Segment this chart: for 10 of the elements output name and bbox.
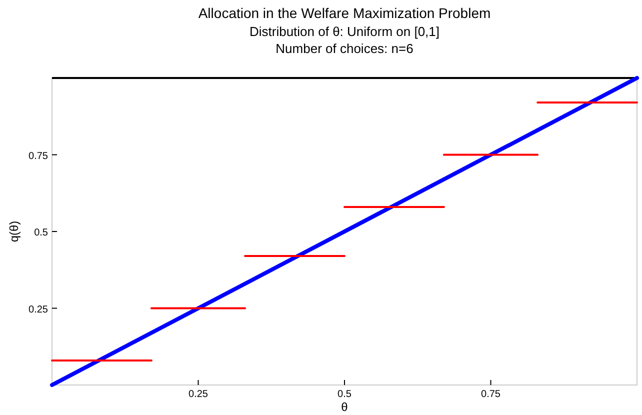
x-tick-label: 0.25 xyxy=(188,389,208,400)
y-tick-label: 0.75 xyxy=(28,150,48,162)
y-tick-label: 0.25 xyxy=(28,304,48,316)
y-axis-title: q(θ) xyxy=(7,220,21,242)
x-tick-label: 0.5 xyxy=(338,389,352,400)
chart-title: Allocation in the Welfare Maximization Problem xyxy=(198,5,491,21)
x-tick-label: 0.75 xyxy=(481,389,501,400)
x-axis-title: θ xyxy=(341,400,348,414)
chart-subtitle: Distribution of θ: Uniform on [0,1] Number of choices: n=6 xyxy=(249,24,440,56)
y-tick-label: 0.5 xyxy=(34,228,48,238)
